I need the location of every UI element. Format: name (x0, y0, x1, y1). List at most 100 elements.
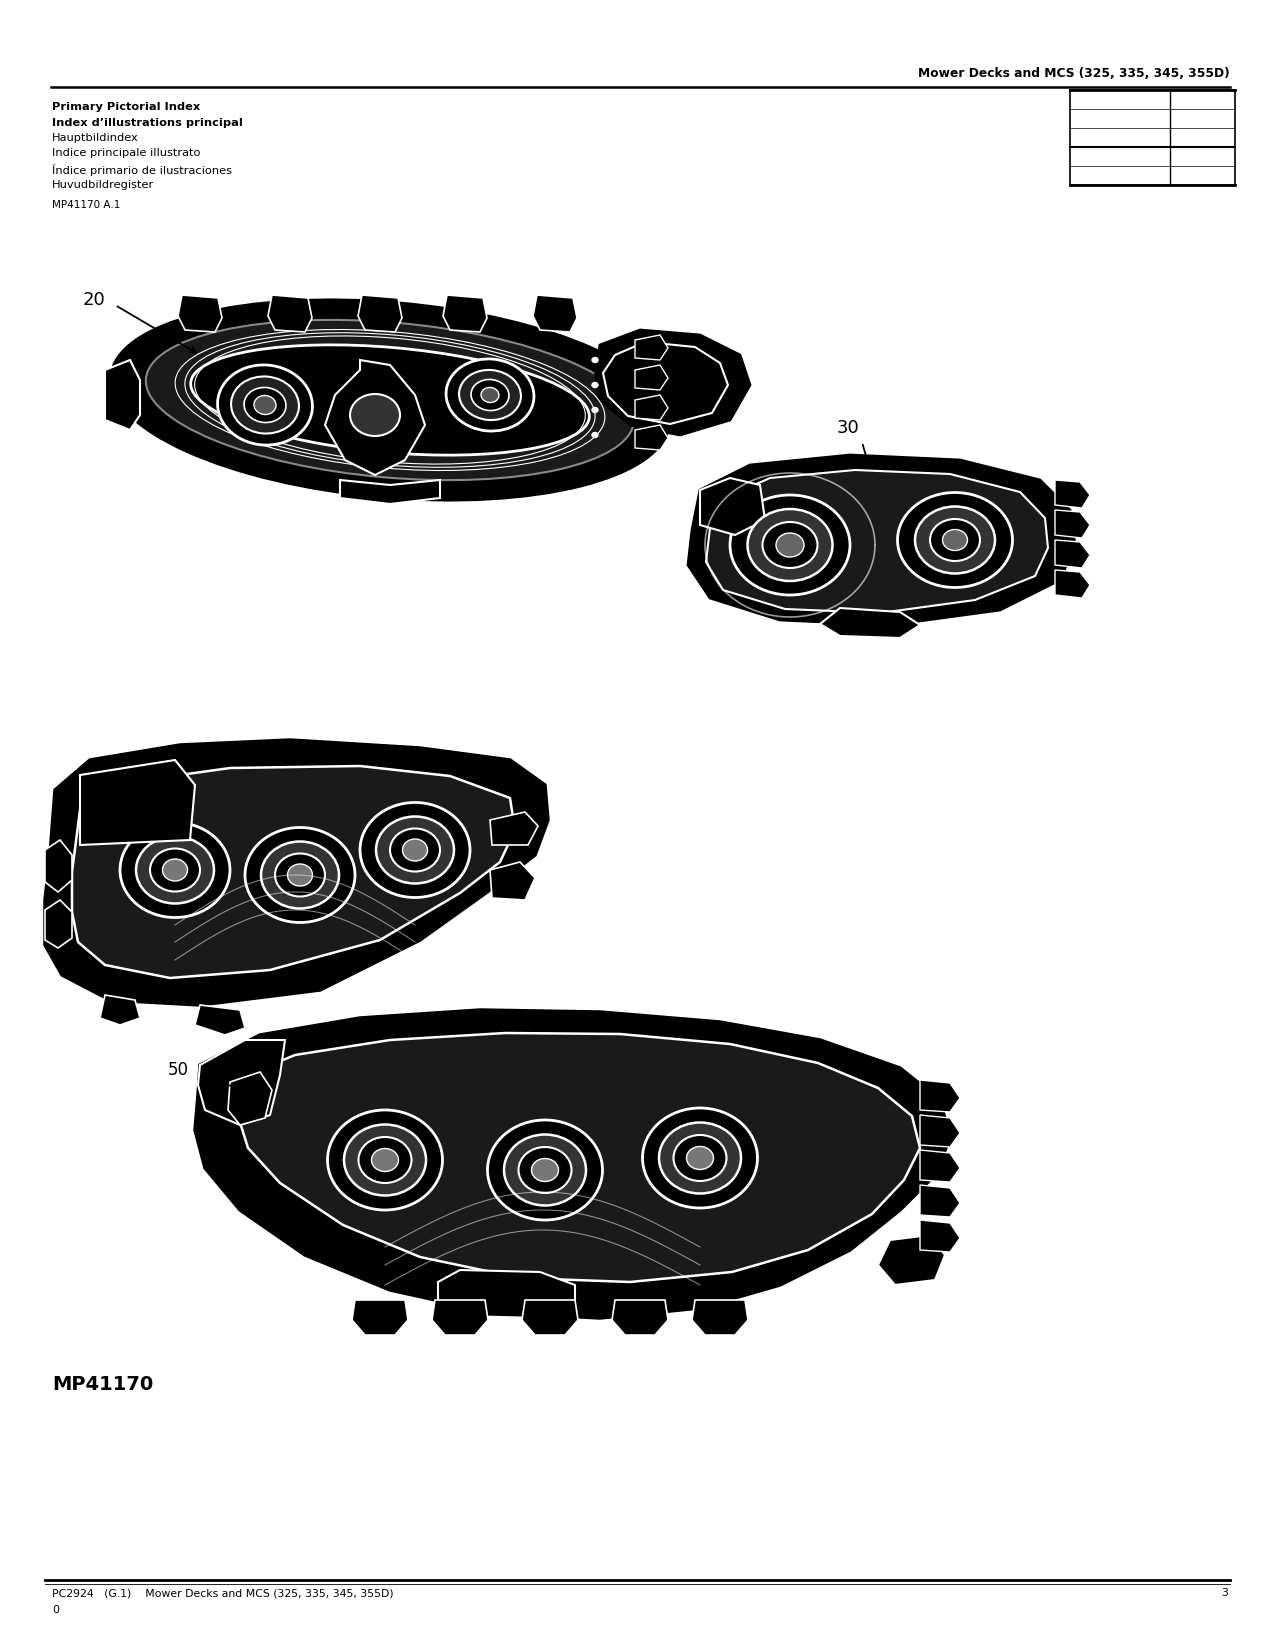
Polygon shape (921, 1081, 960, 1112)
Text: Indice principale illustrato: Indice principale illustrato (52, 148, 200, 158)
Polygon shape (820, 607, 921, 639)
Text: 0: 0 (52, 1605, 59, 1615)
Ellipse shape (245, 828, 354, 922)
Polygon shape (1054, 569, 1090, 597)
Ellipse shape (390, 828, 440, 871)
Polygon shape (230, 1033, 921, 1282)
Polygon shape (635, 394, 668, 421)
Ellipse shape (328, 1110, 442, 1209)
Polygon shape (99, 995, 140, 1025)
Ellipse shape (592, 432, 598, 437)
Text: 30: 30 (836, 419, 859, 437)
Ellipse shape (191, 345, 589, 455)
Polygon shape (533, 295, 578, 332)
Ellipse shape (254, 396, 275, 414)
Ellipse shape (111, 300, 669, 500)
Ellipse shape (731, 495, 850, 596)
Ellipse shape (244, 388, 286, 422)
Ellipse shape (519, 1147, 571, 1193)
Ellipse shape (776, 533, 805, 558)
Ellipse shape (459, 370, 521, 421)
Text: 30-: 30- (1074, 112, 1093, 125)
Ellipse shape (376, 817, 454, 883)
Text: 3: 3 (1221, 1587, 1228, 1597)
Text: Huvudbildregister: Huvudbildregister (52, 180, 154, 190)
Text: PC2924   (G.1)    Mower Decks and MCS (325, 335, 345, 355D): PC2924 (G.1) Mower Decks and MCS (325, 3… (52, 1587, 394, 1597)
Ellipse shape (446, 360, 534, 431)
Polygon shape (921, 1185, 960, 1218)
Polygon shape (635, 426, 668, 450)
Text: 1: 1 (1223, 168, 1230, 182)
Ellipse shape (150, 848, 200, 891)
Ellipse shape (686, 1147, 714, 1170)
Ellipse shape (592, 338, 598, 343)
Ellipse shape (371, 1148, 399, 1171)
Ellipse shape (470, 380, 509, 411)
Polygon shape (105, 360, 140, 431)
Ellipse shape (942, 530, 968, 551)
Text: Hauptbildindex: Hauptbildindex (52, 134, 139, 144)
Ellipse shape (659, 1122, 741, 1193)
Polygon shape (439, 1270, 575, 1318)
Ellipse shape (504, 1135, 586, 1206)
Polygon shape (45, 739, 548, 1005)
Polygon shape (490, 861, 536, 899)
Polygon shape (921, 1150, 960, 1181)
Bar (1070, 91, 1235, 185)
Polygon shape (521, 1300, 578, 1335)
Polygon shape (432, 1300, 488, 1335)
Polygon shape (358, 295, 402, 332)
Ellipse shape (532, 1158, 558, 1181)
Ellipse shape (120, 822, 230, 917)
Polygon shape (195, 1005, 245, 1035)
Ellipse shape (481, 388, 499, 403)
Ellipse shape (673, 1135, 727, 1181)
Ellipse shape (231, 376, 298, 434)
Polygon shape (490, 812, 538, 845)
Ellipse shape (915, 507, 994, 574)
Polygon shape (692, 1300, 748, 1335)
Polygon shape (268, 295, 312, 332)
Text: 1: 1 (1223, 112, 1230, 125)
Text: Index d’illustrations principal: Index d’illustrations principal (52, 117, 242, 127)
Polygon shape (612, 1300, 668, 1335)
Ellipse shape (929, 520, 980, 561)
Ellipse shape (218, 365, 312, 446)
Polygon shape (198, 1040, 286, 1125)
Ellipse shape (592, 358, 598, 363)
Polygon shape (80, 761, 195, 845)
Text: 50: 50 (168, 1061, 189, 1079)
Text: 50-: 50- (1074, 168, 1093, 182)
Polygon shape (45, 840, 71, 893)
Text: MP41170: MP41170 (52, 1374, 153, 1394)
Ellipse shape (898, 492, 1012, 587)
Polygon shape (700, 478, 765, 535)
Polygon shape (878, 1234, 945, 1285)
Polygon shape (228, 1072, 272, 1125)
Ellipse shape (261, 842, 339, 909)
Ellipse shape (287, 865, 312, 886)
Polygon shape (442, 295, 487, 332)
Text: 20-: 20- (1074, 92, 1093, 106)
Ellipse shape (487, 1120, 603, 1219)
Ellipse shape (344, 1125, 426, 1196)
Polygon shape (1054, 480, 1090, 508)
Ellipse shape (351, 394, 400, 436)
Polygon shape (921, 1219, 960, 1252)
Text: 40: 40 (78, 931, 99, 949)
Text: Índice primario de ilustraciones: Índice primario de ilustraciones (52, 163, 232, 177)
Text: MP41170 A.1: MP41170 A.1 (52, 200, 120, 210)
Ellipse shape (136, 837, 214, 904)
Ellipse shape (360, 802, 470, 898)
Text: 1: 1 (1223, 92, 1230, 106)
Text: 1: 1 (1223, 130, 1230, 144)
Text: Primary Pictorial Index: Primary Pictorial Index (52, 102, 200, 112)
Ellipse shape (358, 1137, 412, 1183)
Polygon shape (179, 295, 222, 332)
Polygon shape (921, 1115, 960, 1147)
Polygon shape (195, 1010, 950, 1318)
Ellipse shape (592, 383, 598, 388)
Ellipse shape (762, 521, 817, 568)
Text: 45-: 45- (1074, 150, 1093, 163)
Polygon shape (340, 480, 440, 503)
